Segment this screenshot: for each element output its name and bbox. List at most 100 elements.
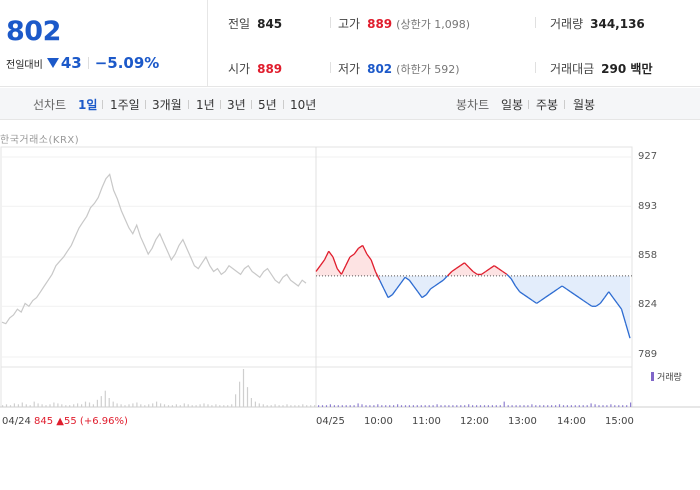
volume-bar xyxy=(428,405,430,407)
volume-bar xyxy=(602,405,604,407)
volume-bar xyxy=(124,405,126,407)
volume-bar xyxy=(171,405,173,407)
volume-bar xyxy=(33,401,35,407)
period-3y-tab[interactable]: 3년 xyxy=(227,98,246,112)
volume-bar xyxy=(258,403,260,407)
volume-bar xyxy=(199,404,201,407)
volume-bar xyxy=(345,405,347,407)
volume-bar xyxy=(203,403,205,407)
volume-bar xyxy=(543,405,545,407)
volume-bar xyxy=(108,398,110,407)
volume-bar xyxy=(25,404,27,407)
volume-bar xyxy=(420,405,422,407)
volume-bar xyxy=(333,405,335,407)
today-line-down-segment xyxy=(544,294,550,299)
volume-bar xyxy=(227,405,229,407)
today-line-up-segment xyxy=(502,270,508,275)
volume-bar xyxy=(373,405,375,407)
today-line-down-segment xyxy=(387,294,393,299)
volume-bar xyxy=(254,401,256,407)
volume-bar xyxy=(491,405,493,407)
volume-bar xyxy=(341,405,343,407)
volume-bar xyxy=(5,404,8,407)
down-arrow-icon xyxy=(46,58,59,68)
volume-bar xyxy=(630,402,632,407)
line-chart-label: 선차트 xyxy=(33,98,67,112)
volume-bar xyxy=(81,404,83,407)
volume-bar xyxy=(207,404,209,407)
volume-bar xyxy=(381,405,383,407)
today-line-down-segment xyxy=(413,285,419,293)
volume-bar xyxy=(116,403,118,407)
stat-high: 고가 889 (상한가 1,098) xyxy=(338,17,471,31)
y-tick-label: 858 xyxy=(638,250,658,261)
volume-bar xyxy=(250,398,252,407)
today-line-up-segment xyxy=(455,265,461,270)
today-line-down-segment xyxy=(404,276,410,281)
volume-bar xyxy=(606,405,608,407)
volume-bar xyxy=(17,404,19,407)
divider xyxy=(145,100,146,109)
candle-monthly-tab[interactable]: 월봉 xyxy=(573,98,596,112)
today-line-down-segment xyxy=(434,282,440,287)
today-line-down-segment xyxy=(561,285,567,290)
volume-bar xyxy=(286,404,288,407)
today-line-down-segment xyxy=(506,273,512,280)
prev-day-line xyxy=(1,173,307,325)
volume-bar xyxy=(160,403,162,407)
below-reference-fill xyxy=(316,275,630,339)
today-line-down-segment xyxy=(616,302,623,310)
period-3m-tab[interactable]: 3개월 xyxy=(152,98,182,112)
period-5y-tab[interactable]: 5년 xyxy=(258,98,277,112)
volume-bar xyxy=(167,405,170,407)
volume-bar xyxy=(211,405,213,407)
today-line-up-segment xyxy=(362,245,368,255)
volume-bar xyxy=(337,405,339,407)
volume-bar xyxy=(476,405,478,407)
today-line-down-segment xyxy=(620,308,627,324)
stat-volume: 거래량 344,136 xyxy=(550,17,645,31)
volume-bar xyxy=(460,405,462,407)
divider xyxy=(87,57,89,69)
today-line-down-segment xyxy=(587,302,593,307)
change-value: 43 xyxy=(60,54,82,72)
volume-bar xyxy=(483,405,486,407)
today-line-up-segment xyxy=(370,259,377,272)
volume-bar xyxy=(128,404,130,407)
period-toolbar: 선차트 1일 1주일 3개월 1년 3년 5년 10년 봉차트 일봉 주봉 월봉 xyxy=(0,88,700,120)
period-1d-tab[interactable]: 1일 xyxy=(78,98,98,112)
volume-bar xyxy=(100,396,102,407)
prev-day-change-pct: (+6.96%) xyxy=(79,416,128,427)
x-tick-label: 13:00 xyxy=(508,416,537,427)
x-tick-label: 11:00 xyxy=(412,416,441,427)
today-line-up-segment xyxy=(468,266,474,272)
today-line-down-segment xyxy=(421,294,427,299)
volume-bar xyxy=(242,369,245,407)
prev-day-close: 845 xyxy=(34,416,54,427)
today-line-up-segment xyxy=(366,253,372,261)
candle-daily-tab[interactable]: 일봉 xyxy=(501,98,524,112)
volume-bar xyxy=(219,405,221,407)
today-line-down-segment xyxy=(604,291,610,298)
today-line-up-segment xyxy=(353,247,359,255)
today-line-down-segment xyxy=(536,299,542,304)
period-10y-tab[interactable]: 10년 xyxy=(290,98,317,112)
today-line-down-segment xyxy=(519,291,525,296)
volume-bar xyxy=(570,405,572,407)
volume-bar xyxy=(365,405,367,407)
volume-bar xyxy=(329,404,331,407)
up-arrow-icon: ▲ xyxy=(56,416,64,427)
volume-bar xyxy=(357,403,359,407)
current-price: 802 xyxy=(6,16,61,47)
candle-weekly-tab[interactable]: 주봉 xyxy=(536,98,559,112)
volume-bar xyxy=(408,405,410,407)
period-1y-tab[interactable]: 1년 xyxy=(196,98,215,112)
volume-bar xyxy=(41,404,43,407)
divider xyxy=(188,100,189,109)
volume-bar xyxy=(440,405,442,407)
volume-bar xyxy=(416,405,418,407)
chart-canvas xyxy=(0,146,700,408)
period-1w-tab[interactable]: 1주일 xyxy=(110,98,140,112)
x-tick-label: 15:00 xyxy=(605,416,634,427)
volume-bar xyxy=(37,403,39,407)
